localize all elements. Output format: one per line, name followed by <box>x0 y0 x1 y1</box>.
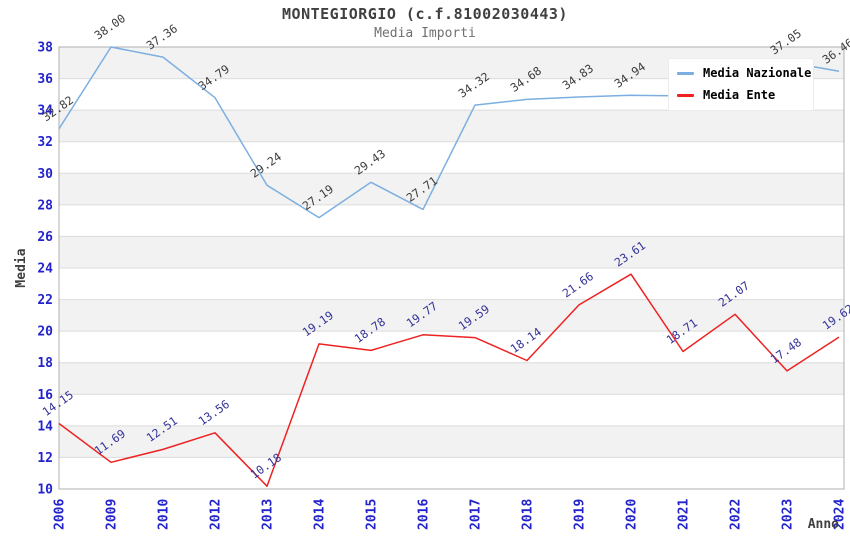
y-axis-tick-label: 14 <box>37 419 53 434</box>
y-axis-tick-label: 38 <box>37 41 53 56</box>
y-axis-tick-label: 22 <box>37 293 53 308</box>
x-axis-tick-label: 2016 <box>417 499 432 530</box>
y-axis-tick-label: 36 <box>37 72 53 87</box>
x-axis-tick-label: 2021 <box>677 499 692 530</box>
y-axis-tick-label: 12 <box>37 451 53 466</box>
y-axis-tick-label: 16 <box>37 388 53 403</box>
x-axis-tick-label: 2017 <box>469 499 484 530</box>
y-axis-tick-label: 28 <box>37 198 53 213</box>
y-axis-tick-label: 24 <box>37 262 53 277</box>
x-axis-tick-label: 2022 <box>729 499 744 530</box>
x-axis-tick-label: 2010 <box>157 499 172 530</box>
chart-title: MONTEGIORGIO (c.f.81002030443) <box>282 5 568 23</box>
legend-label-media-nazionale: Media Nazionale <box>703 66 812 80</box>
y-axis-tick-label: 32 <box>37 135 53 150</box>
media-nazionale-line-icon <box>677 71 694 75</box>
media-ente-line-icon <box>677 93 694 97</box>
x-axis-tick-label: 2023 <box>781 499 796 530</box>
x-axis-tick-label: 2013 <box>261 499 276 530</box>
chart-subtitle: Media Importi <box>374 26 476 41</box>
x-axis-title: Anno <box>808 517 839 532</box>
y-axis-tick-label: 34 <box>37 104 53 119</box>
point-label: 38.00 <box>92 11 128 42</box>
y-axis-tick-label: 20 <box>37 325 53 340</box>
x-axis-tick-label: 2024 <box>833 499 848 530</box>
y-axis-tick-label: 30 <box>37 167 53 182</box>
legend: Media Nazionale Media Ente <box>668 58 814 111</box>
x-axis-tick-label: 2009 <box>105 499 120 530</box>
x-axis-tick-label: 2020 <box>625 499 640 530</box>
y-axis-tick-label: 10 <box>37 483 53 498</box>
x-axis-tick-label: 2012 <box>209 499 224 530</box>
x-axis-tick-label: 2015 <box>365 499 380 530</box>
x-axis-tick-label: 2018 <box>521 499 536 530</box>
legend-item-media-nazionale: Media Nazionale <box>677 66 811 80</box>
legend-label-media-ente: Media Ente <box>703 88 776 102</box>
series-line-media-ente <box>58 273 840 487</box>
y-axis-tick-label: 26 <box>37 230 53 245</box>
y-axis-tick-label: 18 <box>37 356 53 371</box>
y-axis-title: Media <box>14 248 29 287</box>
legend-item-media-ente: Media Ente <box>677 88 805 102</box>
x-axis-tick-label: 2014 <box>313 499 328 530</box>
x-axis-tick-label: 2006 <box>53 499 68 530</box>
x-axis-tick-label: 2019 <box>573 499 588 530</box>
